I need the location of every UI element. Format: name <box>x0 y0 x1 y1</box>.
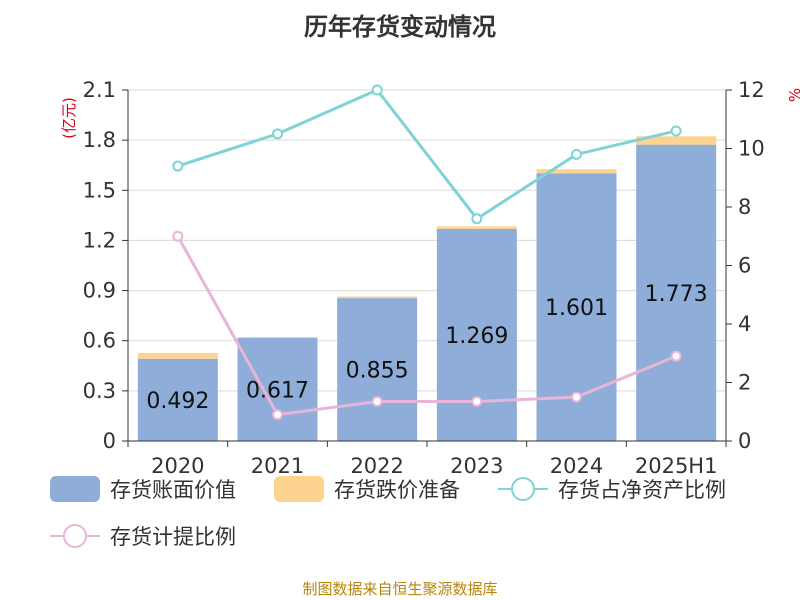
legend-swatch <box>274 476 324 502</box>
legend-label: 存货跌价准备 <box>334 478 460 502</box>
bar <box>237 337 318 441</box>
bar <box>436 226 517 229</box>
left-tick-label: 1.5 <box>83 178 116 202</box>
series-point <box>172 230 184 242</box>
series-point <box>571 391 582 403</box>
left-tick-label: 0 <box>103 429 116 453</box>
right-tick-label: 2 <box>738 371 751 395</box>
series-point <box>571 148 582 160</box>
bars <box>137 136 717 442</box>
series-point <box>272 128 283 140</box>
x-tick-label: 2020 <box>151 454 204 478</box>
bar-labels: 0.492 0.617 0.855 1.269 1.601 1.773 <box>146 282 707 414</box>
series-line <box>176 235 677 417</box>
chart-title: 历年存货变动情况 <box>304 13 496 41</box>
left-tick-label: 2.1 <box>83 78 116 102</box>
bar <box>636 136 717 145</box>
bar-value-label: 1.773 <box>645 282 708 307</box>
bar-value-label: 1.601 <box>545 296 608 321</box>
legend-label: 存货占净资产比例 <box>558 478 726 502</box>
left-tick-label: 0.6 <box>83 329 116 353</box>
grid <box>128 89 726 392</box>
left-tick-label: 1.2 <box>83 228 116 252</box>
lines <box>172 84 682 421</box>
bar <box>636 144 717 442</box>
legend-swatch-marker <box>511 477 535 501</box>
bar-value-label: 0.492 <box>146 389 209 414</box>
left-tick-label: 0.3 <box>83 379 116 403</box>
series-line <box>177 88 677 221</box>
bar <box>237 337 318 338</box>
series-point <box>172 160 184 172</box>
series-point <box>670 125 682 137</box>
right-tick-label: 4 <box>738 312 751 336</box>
legend-label: 存货账面价值 <box>110 478 236 502</box>
series-point <box>471 396 483 408</box>
bar-value-label: 0.617 <box>246 378 309 403</box>
right-tick-label: 8 <box>738 195 751 219</box>
left-tick-label: 0.9 <box>83 279 116 303</box>
right-tick-label: 12 <box>738 78 765 102</box>
bar <box>137 358 218 441</box>
bar <box>137 352 218 359</box>
series-point <box>371 396 383 408</box>
bar-value-label: 0.855 <box>346 359 409 384</box>
source-note: 制图数据来自恒生聚源数据库 <box>302 580 497 598</box>
left-axis-unit: (亿元) <box>60 97 78 139</box>
legend-label: 存货计提比例 <box>110 525 236 549</box>
bar <box>536 169 617 174</box>
series-point <box>471 213 483 225</box>
right-axis-unit: % <box>786 88 800 102</box>
series-point <box>272 409 283 421</box>
bar-value-label: 1.269 <box>445 324 508 349</box>
x-tick-label: 2021 <box>251 454 304 478</box>
x-tick-label: 2025H1 <box>635 454 718 478</box>
right-tick-label: 10 <box>738 137 765 161</box>
x-tick-label: 2022 <box>350 454 403 478</box>
x-tick-label: 2024 <box>550 454 603 478</box>
right-tick-label: 0 <box>738 429 751 453</box>
series-point <box>670 350 682 362</box>
bar <box>337 298 418 441</box>
left-tick-label: 1.8 <box>83 128 116 152</box>
x-tick-label: 2023 <box>450 454 503 478</box>
series-point <box>371 84 383 96</box>
bar <box>337 296 418 299</box>
legend-swatch-marker <box>63 524 87 548</box>
legend-swatch <box>50 476 100 502</box>
axes: 0 0.3 0.6 0.9 1.2 1.5 1.8 2.1 0 2 4 6 8 10 12 2020 2021 2… <box>83 78 765 478</box>
right-tick-label: 6 <box>738 254 751 278</box>
